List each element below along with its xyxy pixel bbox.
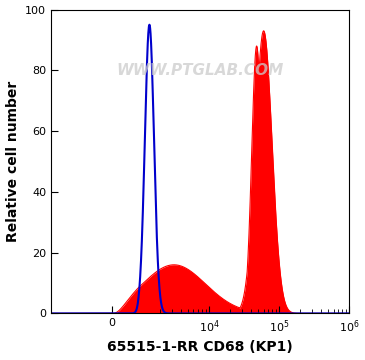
Y-axis label: Relative cell number: Relative cell number <box>5 81 20 242</box>
X-axis label: 65515-1-RR CD68 (KP1): 65515-1-RR CD68 (KP1) <box>107 341 293 355</box>
Text: WWW.PTGLAB.COM: WWW.PTGLAB.COM <box>116 63 284 78</box>
